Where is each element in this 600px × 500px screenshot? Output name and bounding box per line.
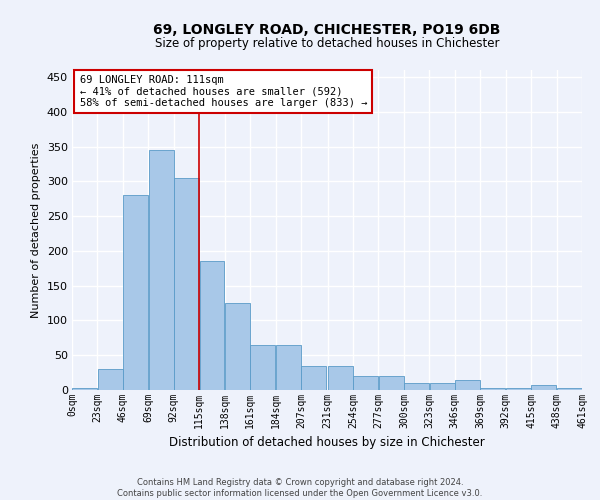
Text: Size of property relative to detached houses in Chichester: Size of property relative to detached ho… (155, 38, 499, 51)
Bar (557, 388, 582, 390)
Bar (532, 385, 556, 390)
Bar (379, 376, 404, 390)
Y-axis label: Number of detached properties: Number of detached properties (31, 142, 41, 318)
Bar (455, 380, 480, 390)
Bar (149, 150, 173, 390)
Bar (250, 345, 275, 390)
Text: 69, LONGLEY ROAD, CHICHESTER, PO19 6DB: 69, LONGLEY ROAD, CHICHESTER, PO19 6DB (154, 22, 500, 36)
Bar (353, 376, 378, 390)
Bar (328, 366, 353, 390)
Bar (430, 383, 455, 390)
Text: 69 LONGLEY ROAD: 111sqm
← 41% of detached houses are smaller (592)
58% of semi-d: 69 LONGLEY ROAD: 111sqm ← 41% of detache… (80, 75, 367, 108)
Bar (174, 178, 199, 390)
Bar (98, 369, 122, 390)
Bar (481, 388, 505, 390)
Text: Contains HM Land Registry data © Crown copyright and database right 2024.
Contai: Contains HM Land Registry data © Crown c… (118, 478, 482, 498)
Bar (506, 388, 531, 390)
Bar (72, 388, 97, 390)
Bar (276, 345, 301, 390)
Bar (123, 195, 148, 390)
Bar (404, 383, 429, 390)
Bar (199, 262, 224, 390)
Bar (301, 366, 326, 390)
Bar (225, 303, 250, 390)
X-axis label: Distribution of detached houses by size in Chichester: Distribution of detached houses by size … (169, 436, 485, 450)
